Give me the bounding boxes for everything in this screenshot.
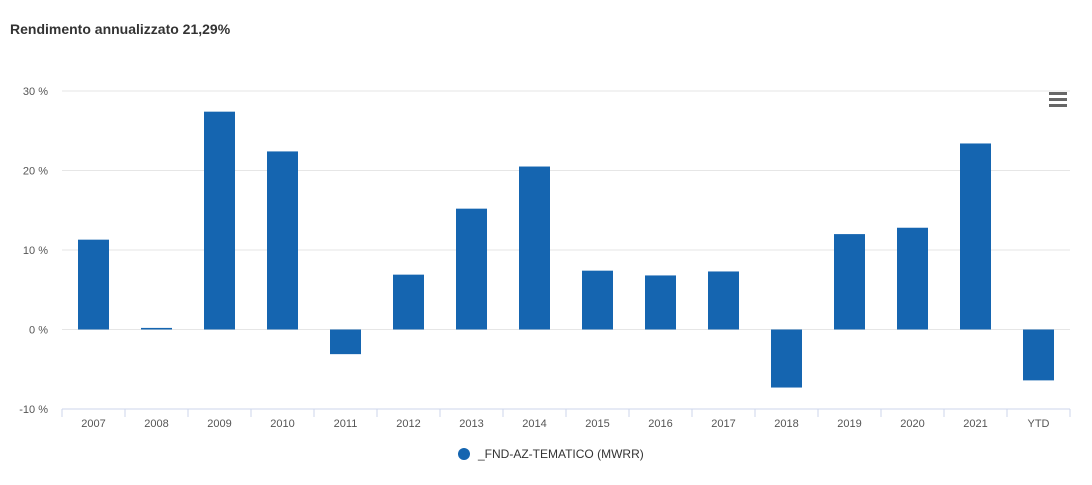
- x-tick-label: 2014: [522, 418, 546, 430]
- bar: [330, 329, 361, 355]
- legend-label: _FND-AZ-TEMATICO (MWRR): [478, 447, 644, 461]
- x-tick-label: 2021: [963, 418, 987, 430]
- x-tick-label: 2015: [585, 418, 609, 430]
- bar: [141, 327, 172, 330]
- x-tick-label: 2011: [334, 418, 358, 430]
- y-tick-label: 20 %: [23, 166, 48, 178]
- bar: [267, 151, 298, 330]
- x-tick-label: 2010: [270, 418, 294, 430]
- x-tick-label: 2016: [648, 418, 672, 430]
- bar: [645, 275, 676, 330]
- x-tick-label: 2013: [459, 418, 483, 430]
- bar: [960, 143, 991, 330]
- x-tick-label: 2008: [144, 418, 168, 430]
- x-tick-label: 2018: [774, 418, 798, 430]
- y-tick-label: 30 %: [23, 86, 48, 98]
- bar: [393, 274, 424, 330]
- bar: [771, 329, 802, 388]
- bar: [1023, 329, 1054, 381]
- legend-marker: [458, 448, 470, 460]
- bar: [204, 111, 235, 330]
- bar: [708, 271, 739, 330]
- x-tick-label: 2017: [711, 418, 735, 430]
- x-tick-label: 2012: [396, 418, 420, 430]
- y-tick-label: 10 %: [23, 245, 48, 257]
- x-tick-label: 2020: [900, 418, 924, 430]
- x-tick-label: 2007: [81, 418, 105, 430]
- legend-item[interactable]: _FND-AZ-TEMATICO (MWRR): [458, 447, 644, 461]
- y-tick-label: 0 %: [29, 325, 48, 337]
- bar: [834, 234, 865, 330]
- chart-title: Rendimento annualizzato 21,29%: [10, 21, 231, 37]
- bar: [519, 166, 550, 330]
- y-tick-label: -10 %: [19, 404, 48, 416]
- x-tick-label: 2019: [837, 418, 861, 430]
- bar: [897, 227, 928, 330]
- x-tick-label: YTD: [1028, 418, 1050, 430]
- hamburger-menu-icon[interactable]: [1046, 92, 1070, 114]
- bar: [78, 239, 109, 330]
- bar: [456, 208, 487, 330]
- bar: [582, 270, 613, 330]
- x-tick-label: 2009: [207, 418, 231, 430]
